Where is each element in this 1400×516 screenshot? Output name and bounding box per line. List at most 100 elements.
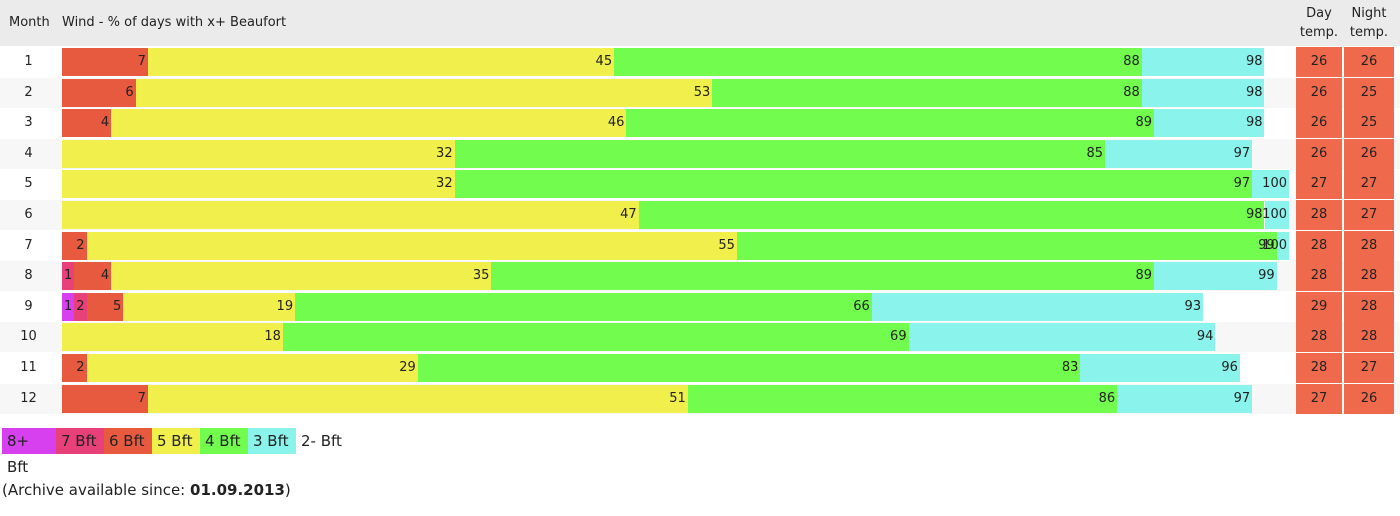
data-label-4-bft: 97 — [1233, 176, 1251, 191]
month-label: 11 — [20, 360, 37, 375]
data-label-5-bft: 55 — [718, 238, 735, 253]
day-temp-cell: 27 — [1296, 169, 1342, 199]
bar-segment-6-bft — [86, 293, 124, 321]
archive-prefix: (Archive available since: — [2, 481, 191, 499]
month-label: 2 — [24, 85, 33, 100]
day-temp-cell: 26 — [1296, 78, 1342, 108]
month-label: 4 — [24, 146, 33, 161]
month-row: 8 1 4 35 89 99 28 28 — [0, 261, 1400, 291]
bar-segment-5-bft — [111, 262, 492, 290]
data-label-6-bft: 6 — [125, 85, 134, 100]
month-label: 5 — [24, 176, 33, 191]
wind-column-header: Wind - % of days with x+ Beaufort — [62, 15, 287, 30]
data-label-3-bft: 98 — [1245, 85, 1263, 100]
data-label-5-bft: 35 — [472, 268, 490, 283]
night-temp-cell: 28 — [1344, 231, 1394, 261]
data-label-4-bft: 69 — [890, 329, 907, 344]
bar-segment-5-bft — [123, 293, 296, 321]
month-row: 1 7 45 88 98 26 26 — [0, 47, 1400, 77]
night-temp-cell: 27 — [1344, 169, 1394, 199]
bar-segment-3-bft — [1154, 109, 1265, 137]
night-temp-cell: 28 — [1344, 322, 1394, 352]
data-label-3-bft: 100 — [1262, 238, 1287, 253]
month-row: 11 2 29 83 96 28 27 — [0, 353, 1400, 383]
bar-segment-7-bft — [74, 293, 87, 321]
data-label-4-bft: 99 — [1258, 238, 1275, 253]
night-temp-cell: 26 — [1344, 47, 1394, 77]
legend-item-3-bft: 3 Bft — [248, 428, 296, 454]
archive-note: (Archive available since: 01.09.2013) — [2, 479, 291, 501]
month-label: 6 — [24, 207, 33, 222]
day-temp-header: Day temp. — [1296, 4, 1342, 42]
data-label-3-bft: 93 — [1184, 299, 1202, 314]
day-temp-cell: 27 — [1296, 384, 1342, 414]
bar-segment-4-bft — [712, 79, 1142, 107]
month-row: 5 32 97 100 27 27 — [0, 169, 1400, 199]
data-label-4-bft: 88 — [1123, 85, 1140, 100]
day-temp-header-line1: Day — [1306, 6, 1332, 21]
night-temp-header-line1: Night — [1351, 6, 1387, 21]
day-temp-cell: 28 — [1296, 261, 1342, 291]
month-row: 12 7 51 86 97 27 26 — [0, 384, 1400, 414]
bar-segment-5-bft — [86, 232, 737, 260]
night-temp-cell: 27 — [1344, 200, 1394, 230]
day-temp-cell: 26 — [1296, 108, 1342, 138]
data-label-4-bft: 98 — [1245, 207, 1263, 222]
night-temp-cell: 28 — [1344, 261, 1394, 291]
archive-date: 01.09.2013 — [190, 481, 285, 499]
data-label-5-bft: 19 — [276, 299, 294, 314]
night-temp-header: Night temp. — [1344, 4, 1394, 42]
bar-segment-5-bft — [86, 354, 418, 382]
night-temp-cell: 26 — [1344, 139, 1394, 169]
day-temp-cell: 26 — [1296, 47, 1342, 77]
bar-segment-3-bft — [908, 323, 1216, 351]
data-label-6-bft: 7 — [137, 391, 146, 406]
data-label-4-bft: 88 — [1123, 54, 1140, 69]
bar-segment-5-bft — [62, 323, 283, 351]
month-label: 12 — [20, 391, 37, 406]
bar-segment-6-bft — [74, 262, 112, 290]
month-label: 9 — [24, 299, 33, 314]
month-column-header: Month — [9, 15, 50, 30]
bar-segment-3-bft — [1276, 232, 1289, 260]
month-row: 2 6 53 88 98 26 25 — [0, 78, 1400, 108]
bar-segment-4-bft — [626, 109, 1154, 137]
day-temp-cell: 26 — [1296, 139, 1342, 169]
month-row: 3 4 46 89 98 26 25 — [0, 108, 1400, 138]
data-label-4-bft: 86 — [1098, 391, 1116, 406]
bar-segment-5-bft — [147, 48, 615, 76]
bar-segment-7-bft — [62, 262, 75, 290]
data-label-4-bft: 66 — [853, 299, 870, 314]
night-temp-cell: 25 — [1344, 108, 1394, 138]
data-label-8plus-bft: 1 — [64, 299, 73, 314]
data-label-6-bft: 4 — [100, 268, 110, 283]
bar-segment-5-bft — [62, 170, 455, 198]
data-label-3-bft: 94 — [1196, 329, 1214, 344]
data-label-6-bft: 2 — [76, 360, 85, 375]
data-label-4-bft: 85 — [1086, 146, 1103, 161]
night-temp-cell: 27 — [1344, 353, 1394, 383]
legend-item-2--bft: 2- Bft — [301, 432, 342, 450]
bar-segment-3-bft — [1141, 48, 1265, 76]
data-label-3-bft: 100 — [1262, 207, 1287, 222]
data-label-6-bft: 2 — [76, 238, 85, 253]
bar-segment-3-bft — [1252, 170, 1289, 198]
bar-segment-8plus-bft — [62, 293, 75, 321]
data-label-3-bft: 96 — [1221, 360, 1238, 375]
bar-segment-4-bft — [282, 323, 909, 351]
data-label-3-bft: 98 — [1245, 115, 1263, 130]
month-label: 1 — [24, 54, 33, 69]
bar-segment-5-bft — [147, 385, 688, 413]
bar-segment-4-bft — [736, 232, 1277, 260]
data-label-5-bft: 45 — [595, 54, 613, 69]
bar-segment-6-bft — [62, 354, 87, 382]
data-label-6-bft: 4 — [100, 115, 110, 130]
bar-segment-4-bft — [638, 201, 1265, 229]
night-temp-cell: 26 — [1344, 384, 1394, 414]
data-label-3-bft: 97 — [1233, 391, 1251, 406]
bar-segment-3-bft — [1117, 385, 1253, 413]
month-label: 7 — [24, 238, 33, 253]
bar-segment-6-bft — [62, 232, 87, 260]
bar-segment-3-bft — [1141, 79, 1265, 107]
data-label-7-bft: 1 — [64, 268, 73, 283]
